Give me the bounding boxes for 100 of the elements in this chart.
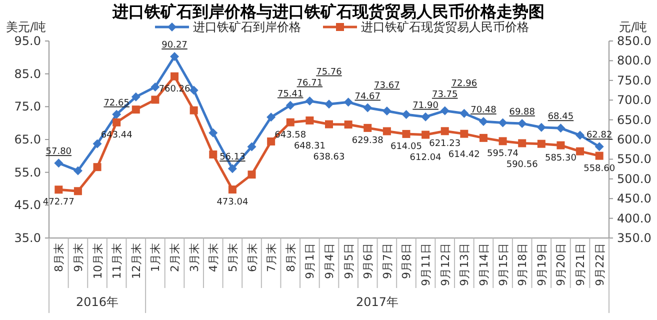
- x-tick-label: 2月末: [168, 243, 182, 272]
- point: [537, 140, 546, 148]
- y-axis-title: 美元/吨: [6, 20, 46, 34]
- point: [421, 112, 430, 122]
- point: [479, 134, 488, 142]
- x-tick-label: 9月7日: [380, 243, 394, 279]
- point: [112, 110, 122, 119]
- y2-tick-label: 650.0: [617, 112, 652, 127]
- x-tick-label: 9月20日: [554, 243, 568, 286]
- data-label: 62.82: [586, 130, 612, 141]
- data-label: 69.88: [509, 107, 536, 118]
- point: [208, 128, 218, 138]
- x-tick-label: 10月末: [91, 243, 104, 279]
- point: [595, 152, 604, 160]
- x-tick-label: 9月4日: [323, 243, 336, 279]
- point: [93, 163, 102, 172]
- point: [266, 112, 276, 122]
- point: [325, 120, 333, 128]
- point: [402, 130, 410, 138]
- x-tick-label: 9月8日: [400, 243, 414, 279]
- data-label: 90.27: [162, 40, 188, 51]
- y2-tick-label: 700.0: [617, 93, 652, 108]
- point: [189, 86, 198, 95]
- point: [132, 106, 140, 114]
- point: [267, 137, 276, 146]
- point: [518, 139, 526, 148]
- y2-tick-label: 450.0: [617, 192, 652, 206]
- x-tick-label: 9月5日: [342, 243, 356, 279]
- x-tick-label: 8月末: [52, 243, 66, 272]
- x-tick-label: 9月11日: [420, 243, 433, 286]
- y-tick-label: 65.0: [14, 132, 41, 146]
- data-label: 72.96: [451, 78, 478, 89]
- point: [460, 130, 468, 138]
- y-tick-label: 75.0: [14, 100, 41, 114]
- point: [556, 141, 565, 150]
- y-tick-label: 45.0: [14, 198, 41, 212]
- point: [440, 127, 449, 136]
- point: [74, 187, 82, 196]
- x-tick-label: 6月末: [246, 243, 259, 272]
- data-label: 71.90: [412, 100, 439, 111]
- x-tick-label: 9月15日: [496, 243, 510, 286]
- y2-tick-label: 750.0: [617, 73, 652, 88]
- x-tick-label: 8月末: [284, 243, 298, 272]
- data-label: 585.30: [544, 153, 577, 164]
- x-tick-label: 9月21日: [574, 243, 588, 286]
- x-tick-label: 9月1日: [304, 243, 317, 279]
- data-label: 614.42: [448, 150, 480, 160]
- y2-tick-label: 600.0: [617, 132, 652, 146]
- y2-tick-label: 850.0: [617, 34, 652, 48]
- y-tick-label: 85.0: [14, 66, 41, 81]
- point: [190, 106, 198, 114]
- chart-title: 进口铁矿石到岸价格与进口铁矿石现货贸易人民币价格走势图: [112, 2, 544, 21]
- point: [92, 139, 102, 148]
- x-tick-label: 4月末: [207, 243, 220, 272]
- legend-label: 进口铁矿石到岸价格: [193, 20, 301, 34]
- point: [344, 120, 352, 129]
- point: [576, 147, 584, 156]
- x-tick-label: 9月22日: [593, 243, 606, 286]
- x-tick-label: 9月13日: [458, 243, 472, 286]
- point: [324, 100, 334, 109]
- point: [209, 150, 218, 158]
- point: [478, 117, 488, 126]
- data-label: 73.75: [432, 90, 458, 100]
- point: [576, 130, 585, 140]
- data-label: 621.23: [429, 139, 461, 150]
- point: [286, 100, 295, 110]
- point: [131, 92, 140, 102]
- data-label: 76.71: [296, 78, 323, 88]
- point: [382, 127, 391, 136]
- data-label: 614.05: [390, 142, 422, 152]
- point: [228, 164, 237, 174]
- y-tick-label: 95.0: [14, 34, 41, 48]
- point: [422, 130, 430, 139]
- point: [460, 108, 469, 118]
- data-label: 473.04: [216, 198, 248, 208]
- x-tick-label: 9月18日: [516, 243, 530, 286]
- data-label: 75.76: [316, 67, 342, 78]
- data-label: 75.41: [277, 89, 304, 100]
- x-tick-label: 1月末: [149, 243, 162, 272]
- data-label: 612.04: [410, 152, 442, 163]
- data-label: 57.80: [46, 147, 72, 158]
- point: [518, 118, 527, 128]
- point: [594, 142, 604, 152]
- point: [498, 118, 508, 128]
- point: [364, 124, 372, 132]
- y-tick-label: 55.0: [14, 165, 41, 180]
- point: [170, 52, 180, 62]
- point: [112, 118, 121, 126]
- point: [73, 166, 82, 176]
- x-tick-label: 9月12日: [438, 243, 452, 286]
- data-label: 638.63: [313, 152, 345, 162]
- point: [382, 106, 392, 116]
- x-tick-label: 5月末: [226, 243, 240, 272]
- data-label: 74.67: [354, 92, 381, 102]
- point: [247, 142, 256, 152]
- data-label: 73.67: [374, 80, 400, 91]
- x-tick-label: 11月末: [110, 243, 124, 279]
- x-tick-label: 12月末: [130, 243, 143, 279]
- x-tick-label: 9月6日: [362, 243, 375, 279]
- y2-tick-label: 550.0: [617, 152, 652, 166]
